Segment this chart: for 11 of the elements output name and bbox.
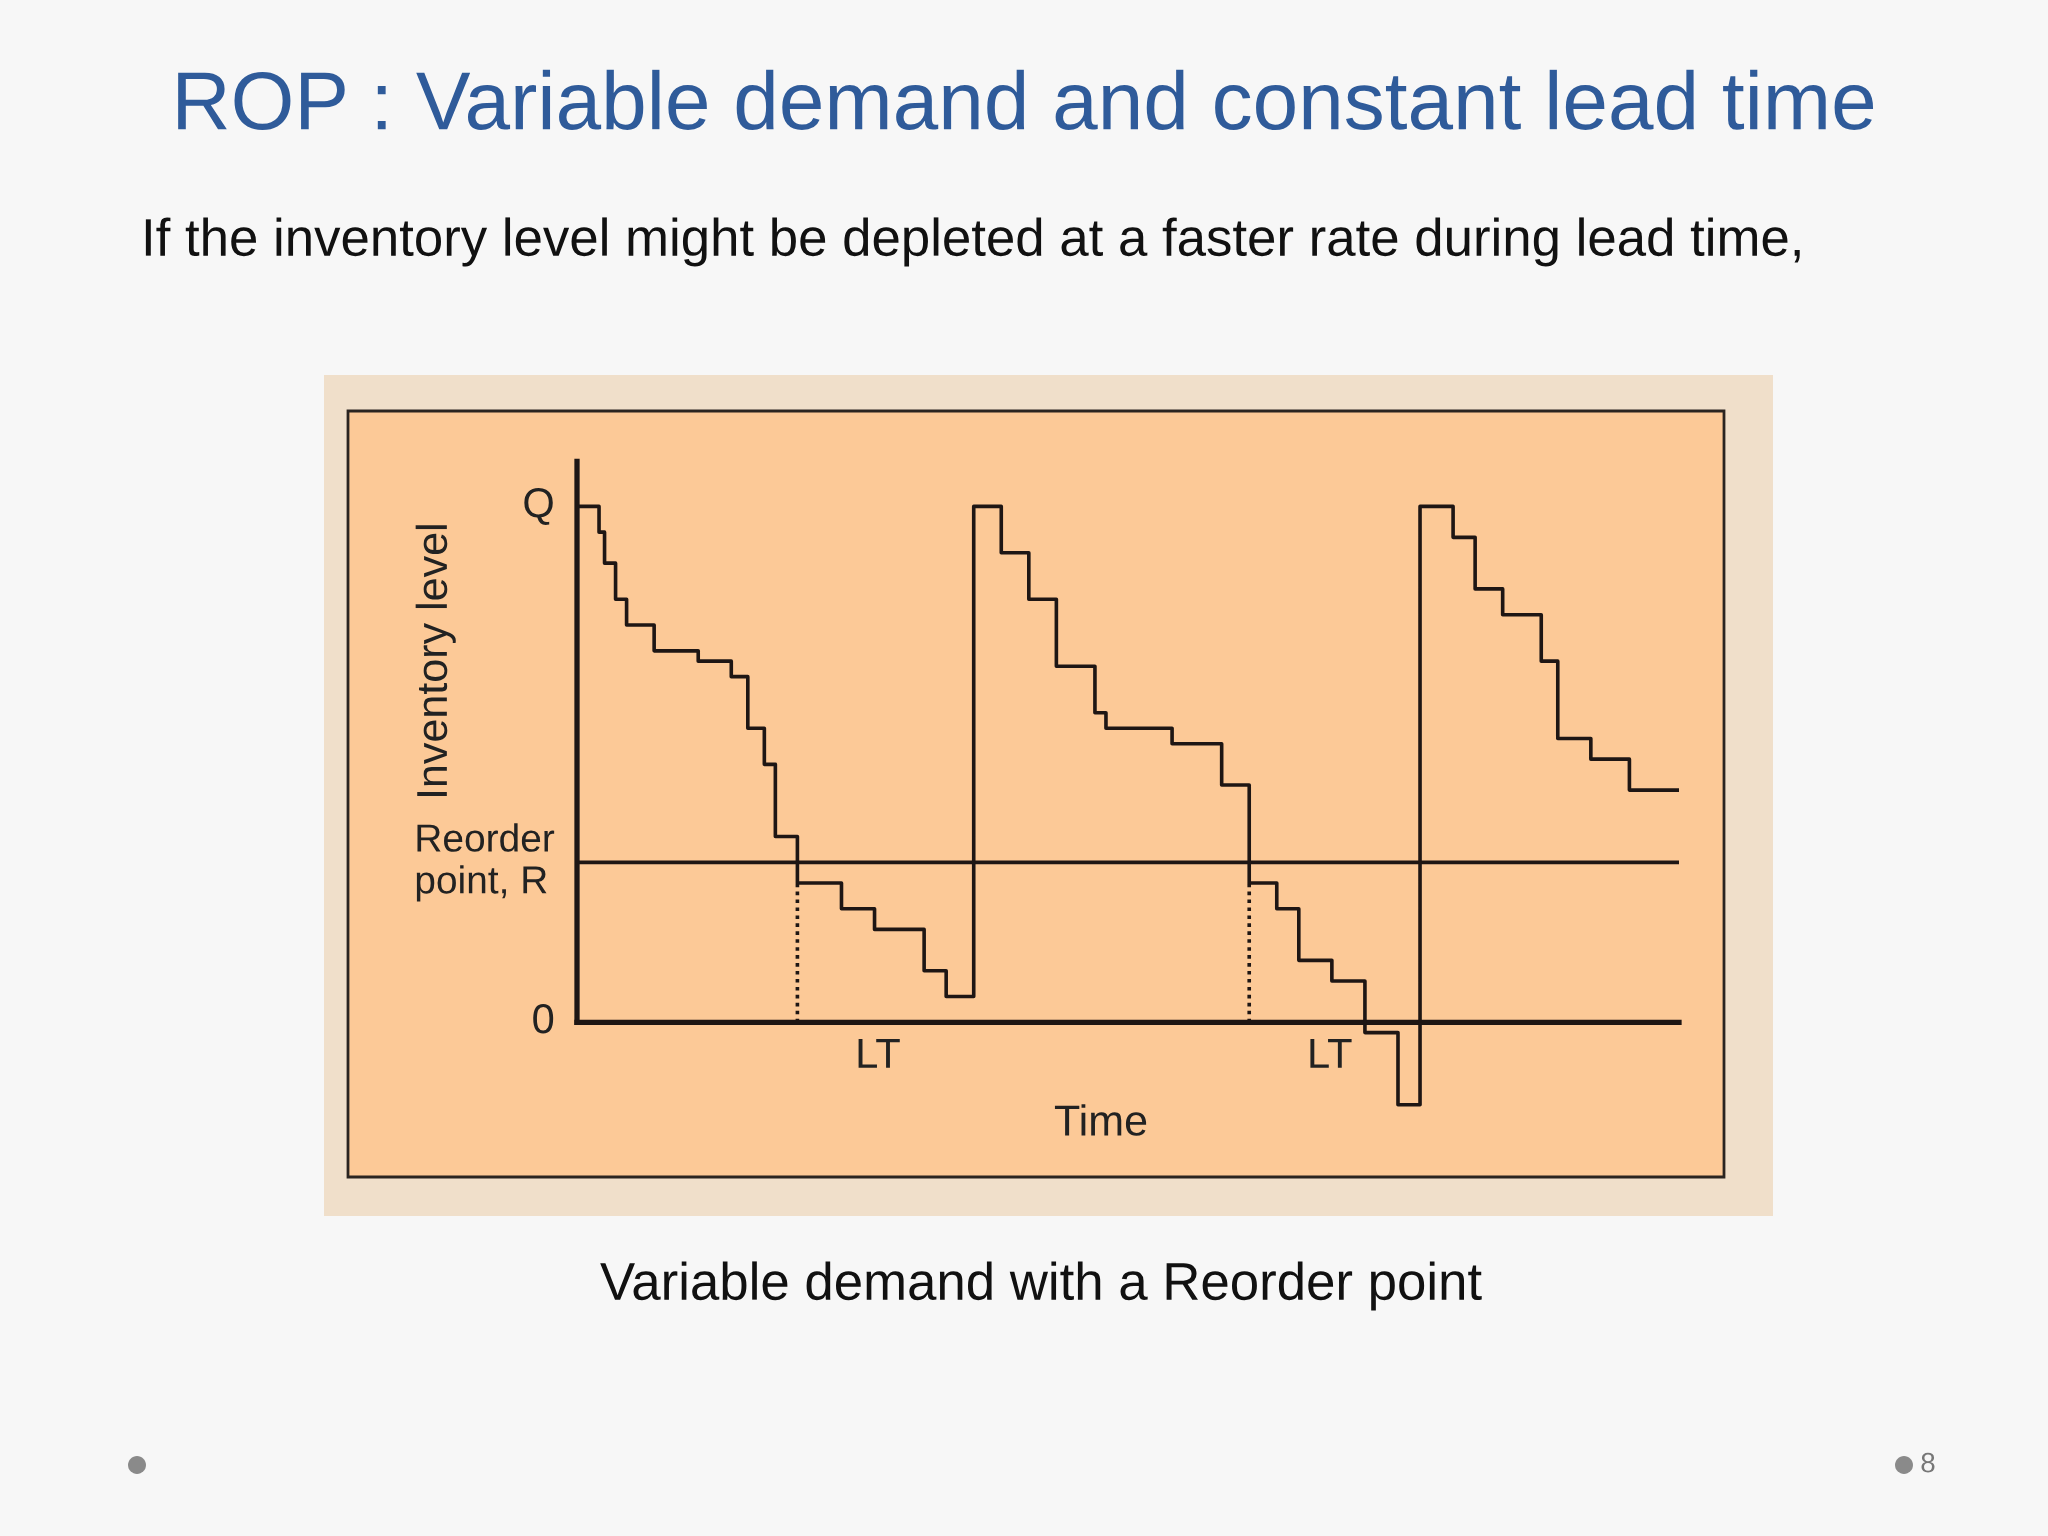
ref-line-label: Reorder point, R bbox=[416, 823, 555, 902]
y-axis-title: Inventory level bbox=[415, 525, 456, 797]
text: 0 bbox=[533, 1003, 554, 1034]
chart-subtitle: If the inventory level might be depleted at a faster rate during lead time, bbox=[145, 217, 1800, 267]
text: Q bbox=[524, 488, 553, 526]
text: 8 bbox=[1921, 1452, 1935, 1473]
text: Variable demand with a Reorder point bbox=[600, 1261, 1482, 1311]
x-axis-title: Time bbox=[1054, 1104, 1147, 1136]
annotation: LT bbox=[858, 1039, 900, 1068]
annotation: LT bbox=[1310, 1039, 1352, 1068]
chart-title: ROP : Variable demand and constant lead time bbox=[178, 69, 1874, 130]
